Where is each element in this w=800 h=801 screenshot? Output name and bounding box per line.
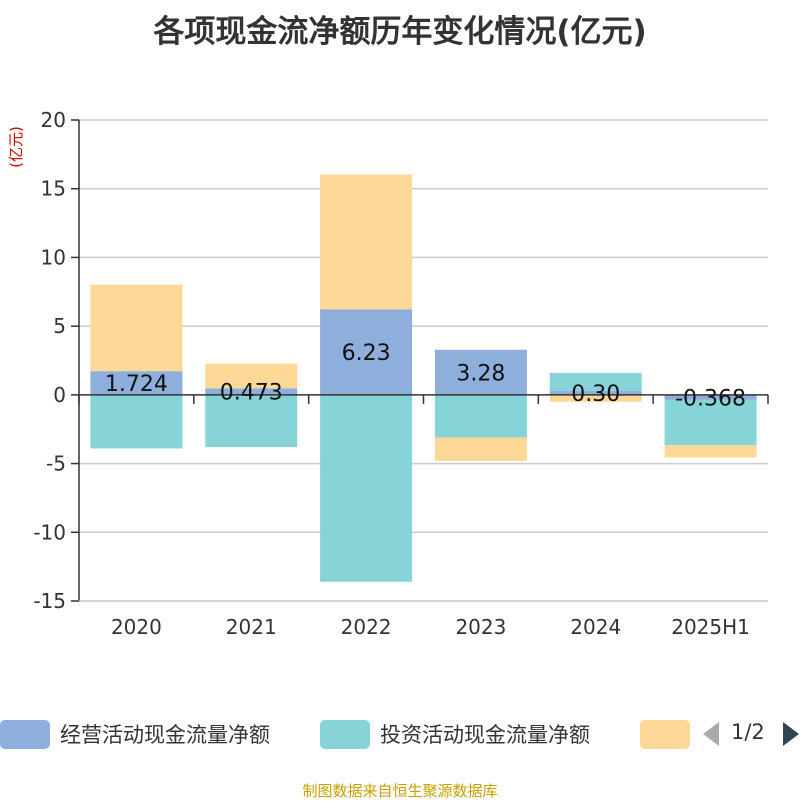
bar-series0-2022[interactable] [320,309,413,395]
y-tick-label: 10 [41,245,66,269]
legend-swatch-investing [320,719,370,749]
bar-series2-2022[interactable] [320,174,413,310]
x-axis-ticks: 2020 2021 2022 2023 2024 2025H1 [78,394,769,639]
data-label: 6.23 [342,341,391,366]
y-tick-label: 20 [41,108,66,132]
legend-label-investing: 投资活动现金流量净额 [380,723,590,747]
data-label: 3.28 [456,361,505,386]
legend-page-indicator: 1/2 [731,720,765,744]
legend-item-investing[interactable]: 投资活动现金流量净额 [320,718,590,750]
legend-item-operating[interactable]: 经营活动现金流量净额 [0,718,270,750]
data-label: 0.30 [571,382,620,407]
bar-series1-2022[interactable] [320,394,413,582]
legend-item-third[interactable] [640,718,700,750]
data-label: 0.473 [220,381,283,406]
legend-prev-page-icon[interactable] [703,722,719,746]
bar-series2-2024[interactable] [549,394,642,402]
y-tick-label: 0 [53,383,66,407]
y-tick-label: 5 [53,314,66,338]
y-axis-unit-label: (亿元) [7,126,25,168]
legend-swatch-operating [0,719,50,749]
bar-series0-2023[interactable] [434,349,527,395]
bar-series1-2023[interactable] [434,394,527,438]
y-tick-label: -10 [33,520,66,544]
bar-series0-2020[interactable] [90,371,183,395]
data-label: 1.724 [105,372,168,397]
data-labels: 1.724 0.473 6.23 3.28 0.30 -0.368 [105,341,746,411]
x-tick-label: 2020 [111,615,162,639]
legend: 经营活动现金流量净额 投资活动现金流量净额 1/2 [0,718,800,752]
legend-next-page-icon[interactable] [783,722,799,746]
legend-label-operating: 经营活动现金流量净额 [60,723,270,747]
legend-swatch-third [640,719,690,749]
y-tick-label: 15 [41,177,66,201]
bar-series2-2021[interactable] [205,363,298,389]
y-tick-label: -15 [33,589,66,613]
x-tick-label: 2022 [341,615,392,639]
bars [90,174,757,582]
bar-series1-2024[interactable] [549,372,642,391]
source-note: 制图数据来自恒生聚源数据库 [302,782,498,800]
bar-series1-2021[interactable] [205,394,298,448]
x-tick-label: 2021 [226,615,277,639]
bar-series1-2020[interactable] [90,394,183,449]
bar-series0-2024[interactable] [549,390,642,395]
chart-title: 各项现金流净额历年变化情况(亿元) [153,14,647,50]
x-tick-label: 2023 [455,615,506,639]
bar-series0-2021[interactable] [205,388,298,395]
bar-series2-2023[interactable] [434,437,527,461]
bar-series1-2025H1[interactable] [664,399,757,446]
bar-series0-2025H1[interactable] [664,394,757,400]
bar-series2-2020[interactable] [90,284,183,372]
bar-series2-2025H1[interactable] [664,445,757,458]
y-axis-ticks: 20 15 10 5 0 -5 -10 -15 [33,108,79,613]
data-label: -0.368 [675,386,746,411]
x-tick-label: 2024 [570,615,621,639]
y-tick-label: -5 [46,452,66,476]
x-tick-label: 2025H1 [671,615,750,639]
